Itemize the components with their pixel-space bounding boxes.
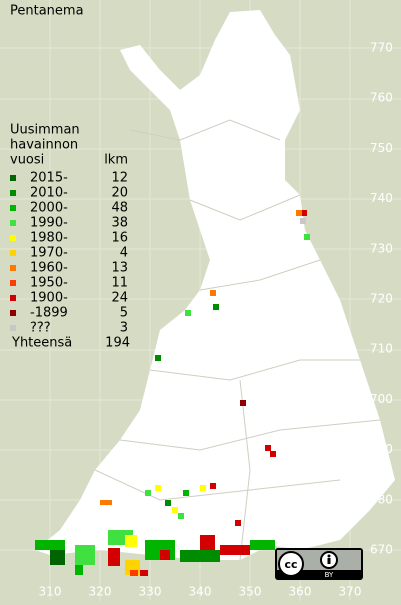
x-coord-label: 340 [189,585,212,599]
region-borders [94,119,381,561]
legend-count: 4 [120,246,128,261]
legend-count: 12 [111,171,128,186]
observations [35,210,310,576]
x-coord-label: 360 [289,585,312,599]
y-coord-label: 730 [370,241,393,255]
legend-label: 1970- [30,246,68,261]
legend-count: 48 [111,201,128,216]
x-coord-label: 320 [89,585,112,599]
y-coord-label: 710 [370,342,393,356]
legend-label: 1950- [30,276,68,291]
legend-count-header: lkm [104,153,128,168]
legend-swatch [10,265,16,271]
y-coord-label: 690 [370,442,393,456]
license-badge: cc BY [275,548,363,580]
legend-swatch [10,190,16,196]
x-coord-label: 310 [39,585,62,599]
license-by: BY [325,571,334,579]
legend-label: 1900- [30,291,68,306]
legend-swatch [10,280,16,286]
legend-label: 1980- [30,231,68,246]
legend-heading: vuosi [10,153,44,168]
y-coord-label: 770 [370,41,393,55]
y-coord-label: 720 [370,292,393,306]
x-coord-label: 330 [139,585,162,599]
legend-label: ??? [30,321,51,336]
legend-count: 24 [111,291,128,306]
legend-swatch [10,235,16,241]
finland [35,10,395,560]
y-coord-label: 760 [370,91,393,105]
y-coord-label: 680 [370,492,393,506]
title: Pentanema [10,4,84,19]
legend-label: 2010- [30,186,68,201]
y-coord-label: 670 [370,543,393,557]
legend-count: 3 [120,321,128,336]
y-coord-label: 740 [370,191,393,205]
legend-swatch [10,310,16,316]
y-coord-label: 700 [370,392,393,406]
legend: Pentanema Uusimman havainnon vuosi lkm Y… [10,4,130,351]
x-coord-label: 350 [239,585,262,599]
legend-label: 2000- [30,201,68,216]
x-coord-label: 370 [339,585,362,599]
legend-swatch [10,175,16,181]
legend-label: -1899 [30,306,68,321]
legend-label: 2015- [30,171,68,186]
legend-count: 11 [111,276,128,291]
legend-count: 5 [120,306,128,321]
legend-count: 16 [111,231,128,246]
legend-swatch [10,250,16,256]
license-cc: cc [284,558,297,571]
legend-count: 38 [111,216,128,231]
legend-swatch [10,325,16,331]
legend-swatch [10,295,16,301]
total-label: Yhteensä [11,336,72,351]
legend-swatch [10,205,16,211]
legend-label: 1990- [30,216,68,231]
total-count: 194 [105,336,130,351]
legend-label: 1960- [30,261,68,276]
legend-count: 13 [111,261,128,276]
y-coord-label: 750 [370,141,393,155]
legend-count: 20 [111,186,128,201]
legend-heading: havainnon [10,138,78,153]
legend-swatch [10,220,16,226]
legend-heading: Uusimman [10,123,80,138]
